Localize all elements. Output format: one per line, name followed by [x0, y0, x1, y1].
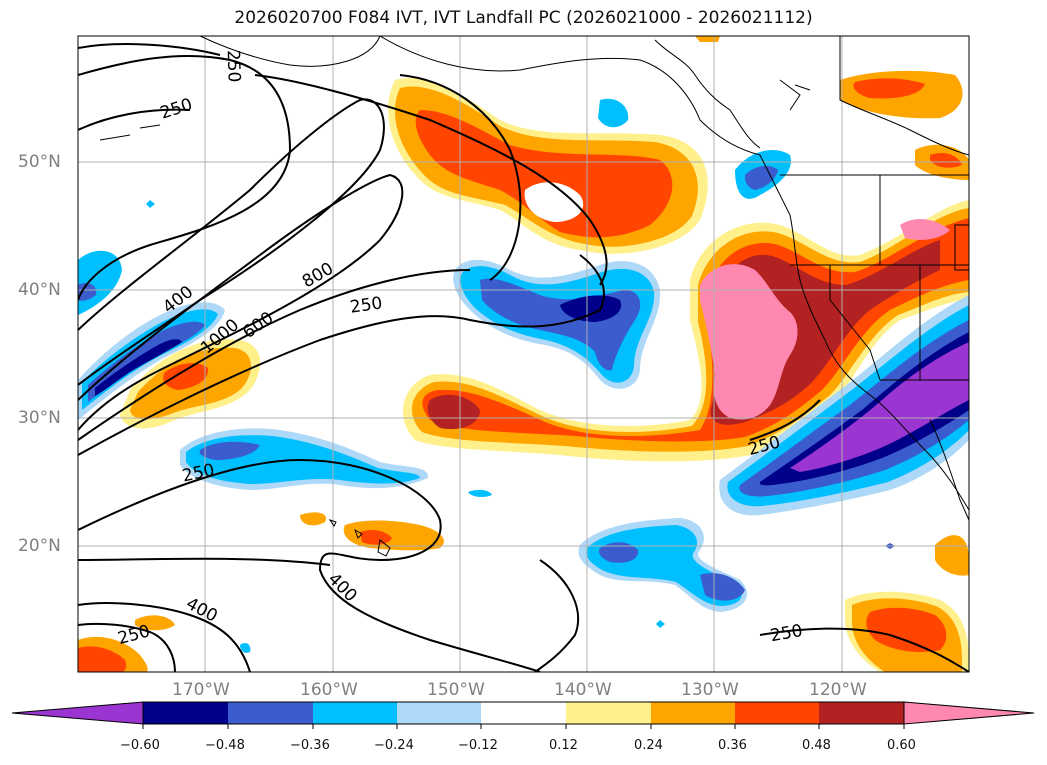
colorbar-tick-label: 0.24 — [634, 738, 663, 753]
graticule — [78, 36, 969, 672]
colorbar-tick-label: −0.12 — [458, 738, 498, 753]
colorbar-tick-label: −0.60 — [120, 738, 160, 753]
lon-label-130w: 130°W — [681, 680, 739, 700]
map-plot-area: 250 250 250 250 250 250 250 400 400 400 … — [78, 36, 969, 672]
positive-anomaly-north — [388, 36, 969, 254]
lat-label-50n: 50°N — [18, 152, 61, 172]
contour-label: 250 — [223, 50, 244, 83]
lat-label-40n: 40°N — [18, 280, 61, 300]
lon-label-170w: 170°W — [172, 680, 230, 700]
lon-label-160w: 160°W — [300, 680, 358, 700]
colorbar-tick-label: −0.48 — [205, 738, 245, 753]
map-border — [77, 35, 970, 673]
lat-label-30n: 30°N — [18, 408, 61, 428]
lat-label-20n: 20°N — [18, 536, 61, 556]
colorbar-tick-label: 0.60 — [887, 738, 916, 753]
ivt-contours — [78, 43, 969, 672]
colorbar-tick-label: 0.36 — [718, 738, 747, 753]
colorbar-tick-label: −0.24 — [374, 738, 414, 753]
colorbar — [11, 701, 1035, 729]
colorbar-tick-label: 0.48 — [802, 738, 831, 753]
colorbar-tick-label: −0.36 — [290, 738, 330, 753]
lon-label-120w: 120°W — [809, 680, 867, 700]
contour-label: 250 — [349, 293, 384, 317]
colorbar-tick-label: 0.12 — [549, 738, 578, 753]
negative-anomaly-southeast — [578, 295, 969, 612]
lon-label-140w: 140°W — [554, 680, 612, 700]
lon-label-150w: 150°W — [427, 680, 485, 700]
coastlines — [99, 36, 969, 557]
map-title: 2026020700 F084 IVT, IVT Landfall PC (20… — [234, 8, 813, 28]
positive-anomaly-west — [78, 339, 969, 672]
